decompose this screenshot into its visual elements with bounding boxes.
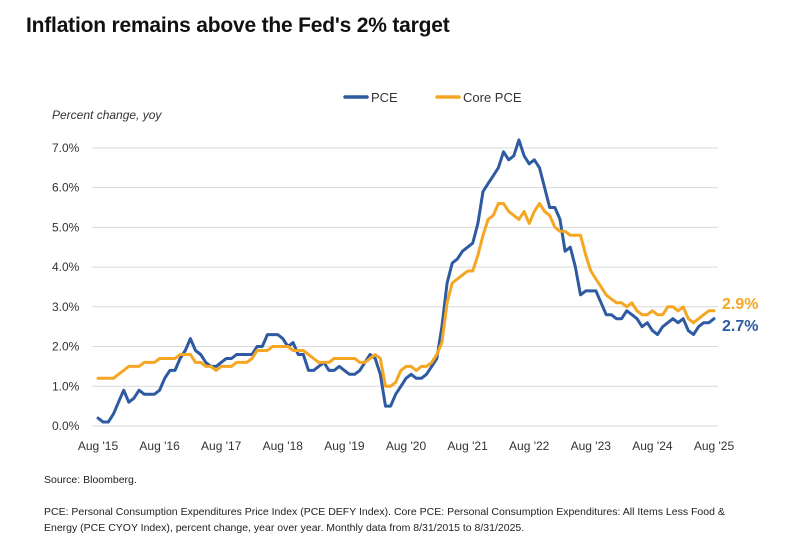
- y-tick-label: 1.0%: [52, 379, 80, 393]
- x-tick-label: Aug '22: [509, 439, 550, 453]
- series-line-core-pce: [96, 202, 716, 388]
- end-label-pce: 2.7%: [722, 318, 758, 335]
- end-label-core-pce: 2.9%: [722, 296, 758, 313]
- end-labels: 2.9% 2.7%: [722, 296, 758, 335]
- line-chart: PCE Core PCE Percent change, yoy 0.0% 1.0%…: [52, 90, 758, 453]
- series-lines: [96, 138, 716, 424]
- y-tick-label: 5.0%: [52, 220, 80, 234]
- source-note: Source: Bloomberg.: [44, 474, 137, 486]
- y-axis-ticks: 0.0% 1.0% 2.0% 3.0% 4.0% 5.0% 6.0% 7.0%: [52, 141, 80, 433]
- legend-label-pce: PCE: [371, 90, 398, 105]
- y-tick-label: 2.0%: [52, 340, 80, 354]
- legend-label-core-pce: Core PCE: [463, 90, 522, 105]
- x-tick-label: Aug '25: [694, 439, 735, 453]
- y-axis-title: Percent change, yoy: [52, 108, 162, 122]
- series-line-pce: [96, 138, 716, 424]
- y-tick-label: 6.0%: [52, 181, 80, 195]
- x-tick-label: Aug '17: [201, 439, 242, 453]
- x-tick-label: Aug '21: [447, 439, 488, 453]
- legend: PCE Core PCE: [343, 90, 522, 105]
- y-tick-label: 3.0%: [52, 300, 80, 314]
- y-tick-label: 7.0%: [52, 141, 80, 155]
- x-tick-label: Aug '16: [139, 439, 180, 453]
- x-tick-label: Aug '19: [324, 439, 365, 453]
- x-tick-label: Aug '24: [632, 439, 673, 453]
- footnote: PCE: Personal Consumption Expenditures P…: [44, 506, 725, 534]
- x-tick-label: Aug '15: [78, 439, 119, 453]
- chart-title: Inflation remains above the Fed's 2% tar…: [26, 14, 450, 37]
- x-axis-ticks: Aug '15 Aug '16 Aug '17 Aug '18 Aug '19 Aug '…: [78, 439, 735, 453]
- x-tick-label: Aug '23: [571, 439, 612, 453]
- gridlines: [92, 147, 718, 427]
- y-tick-label: 4.0%: [52, 260, 80, 274]
- x-tick-label: Aug '18: [263, 439, 304, 453]
- y-tick-label: 0.0%: [52, 419, 80, 433]
- x-tick-label: Aug '20: [386, 439, 427, 453]
